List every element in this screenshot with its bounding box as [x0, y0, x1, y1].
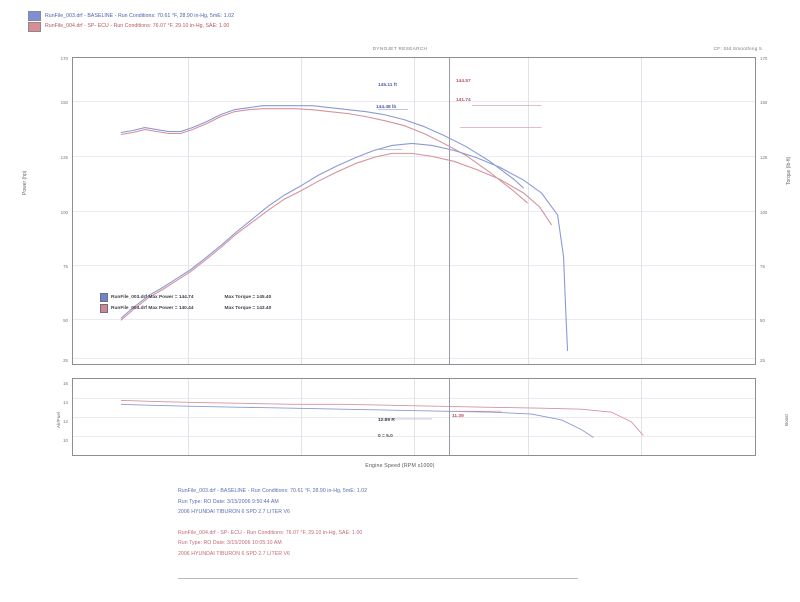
top-legend: RunFile_003.drf - BASELINE - Run Conditi…	[28, 9, 498, 33]
inchart-legend: RunFile_003.drf Max Power = 144.74 Max T…	[100, 293, 271, 313]
bottom-legend-run1: RunFile_003.drf - BASELINE - Run Conditi…	[178, 487, 598, 518]
run2-type-date: Run Type: RO Date: 3/15/2006 10:05:10 AM	[178, 540, 282, 546]
ytick-right-5: 50	[760, 318, 765, 323]
run1-conditions: RunFile_003.drf - BASELINE - Run Conditi…	[178, 488, 368, 494]
gridline-v-6	[641, 58, 642, 364]
gridline-afr-v-6	[641, 379, 642, 455]
run2-conditions: RunFile_004.drf - SP- ECU - Run Conditio…	[178, 529, 363, 536]
correction-factor-label: CF: Std Smoothing 5	[713, 46, 762, 51]
bottom-legend: RunFile_003.drf - BASELINE - Run Conditi…	[178, 487, 598, 570]
main-plot-area[interactable]	[72, 57, 756, 365]
run2-chip	[100, 304, 108, 313]
ytick-right-6: 25	[760, 358, 765, 363]
gridline-afr-v-4	[414, 379, 415, 455]
inchart-legend-row: RunFile_004.drf Max Power = 140.44 Max T…	[100, 304, 271, 313]
ytick-right-4: 75	[760, 264, 765, 269]
gridline-afr-v-3	[301, 379, 302, 455]
run1-vehicle: 2006 HYUNDAI TIBURON 6 SPD 2.7 LITER V6	[178, 509, 290, 515]
cursor-line[interactable]	[449, 58, 450, 364]
gridline-v-4	[414, 58, 415, 364]
ytick-right-0: 170	[760, 56, 768, 61]
annotation-afr-red: 11.39	[452, 414, 464, 419]
ytick-left-2: 125	[60, 155, 68, 160]
ytick-afr-1: 14	[63, 400, 68, 405]
y-axis-label-power: Power (hp)	[22, 170, 28, 195]
gridline-v-3	[301, 58, 302, 364]
inchart-run1-torque: Max Torque = 145.40	[224, 295, 272, 300]
annotation-afr-blue: 12.89 R	[378, 418, 395, 423]
y-axis-label-afr: Air/Fuel	[56, 412, 61, 428]
run2-color-swatch	[28, 21, 41, 32]
afr-cursor-line[interactable]	[449, 379, 450, 455]
top-legend-run1: RunFile_003.drf - BASELINE - Run Conditi…	[45, 12, 235, 19]
run1-color-swatch	[28, 10, 41, 21]
y-axis-label-torque: Torque (lb-ft)	[786, 156, 792, 185]
gridline-afr-v-5	[528, 379, 529, 455]
top-legend-text: RunFile_003.drf - BASELINE - Run Conditi…	[45, 12, 234, 31]
inchart-run1-power: RunFile_003.drf Max Power = 144.74	[111, 295, 194, 300]
annotation-boost-note: 0 = 5.0	[378, 434, 393, 439]
run1-chip	[100, 293, 108, 302]
gridline-afr-v-2	[188, 379, 189, 455]
bottom-legend-run2: RunFile_004.drf - SP- ECU - Run Conditio…	[178, 529, 598, 560]
annotation-power-red: 141.74	[456, 98, 471, 103]
ytick-left-4: 75	[63, 264, 68, 269]
top-legend-swatches	[28, 10, 41, 32]
ytick-left-1: 150	[60, 100, 68, 105]
main-curves	[120, 105, 569, 352]
annotation-power-blue: 144.48 lb	[376, 105, 397, 110]
ytick-afr-0: 16	[63, 381, 68, 386]
top-legend-run2: RunFile_004.drf - SP- ECU - Run Conditio…	[45, 22, 230, 29]
inchart-run2-power: RunFile_004.drf Max Power = 140.44	[111, 306, 194, 311]
ytick-left-3: 100	[60, 210, 68, 215]
ytick-afr-2: 12	[63, 419, 68, 424]
ytick-right-2: 125	[760, 155, 768, 160]
afr-curves	[120, 399, 644, 438]
inchart-legend-row: RunFile_003.drf Max Power = 144.74 Max T…	[100, 293, 271, 302]
ytick-right-1: 150	[760, 100, 768, 105]
inchart-run2-torque: Max Torque = 143.40	[224, 306, 272, 311]
ytick-left-6: 25	[63, 358, 68, 363]
afr-plot-area[interactable]	[72, 378, 756, 456]
annotation-torque-red: 144.57	[456, 79, 471, 84]
chart-title: DYNOJET RESEARCH	[372, 46, 428, 51]
ytick-afr-3: 10	[63, 438, 68, 443]
annotation-torque-blue: 145.11 ft	[378, 83, 397, 88]
y-axis-label-boost: Boost	[784, 414, 789, 426]
x-axis-label: Engine Speed (RPM x1000)	[365, 463, 435, 469]
run1-type-date: Run Type: RO Date: 3/15/2006 9:50:44 AM	[178, 498, 279, 505]
bottom-divider	[178, 578, 578, 579]
gridline-v-2	[188, 58, 189, 364]
gridline-v-5	[528, 58, 529, 364]
run2-vehicle: 2006 HYUNDAI TIBURON 6 SPD 2.7 LITER V6	[178, 550, 290, 557]
ytick-left-5: 50	[63, 318, 68, 323]
ytick-right-3: 100	[760, 210, 768, 215]
ytick-left-0: 170	[60, 56, 68, 61]
